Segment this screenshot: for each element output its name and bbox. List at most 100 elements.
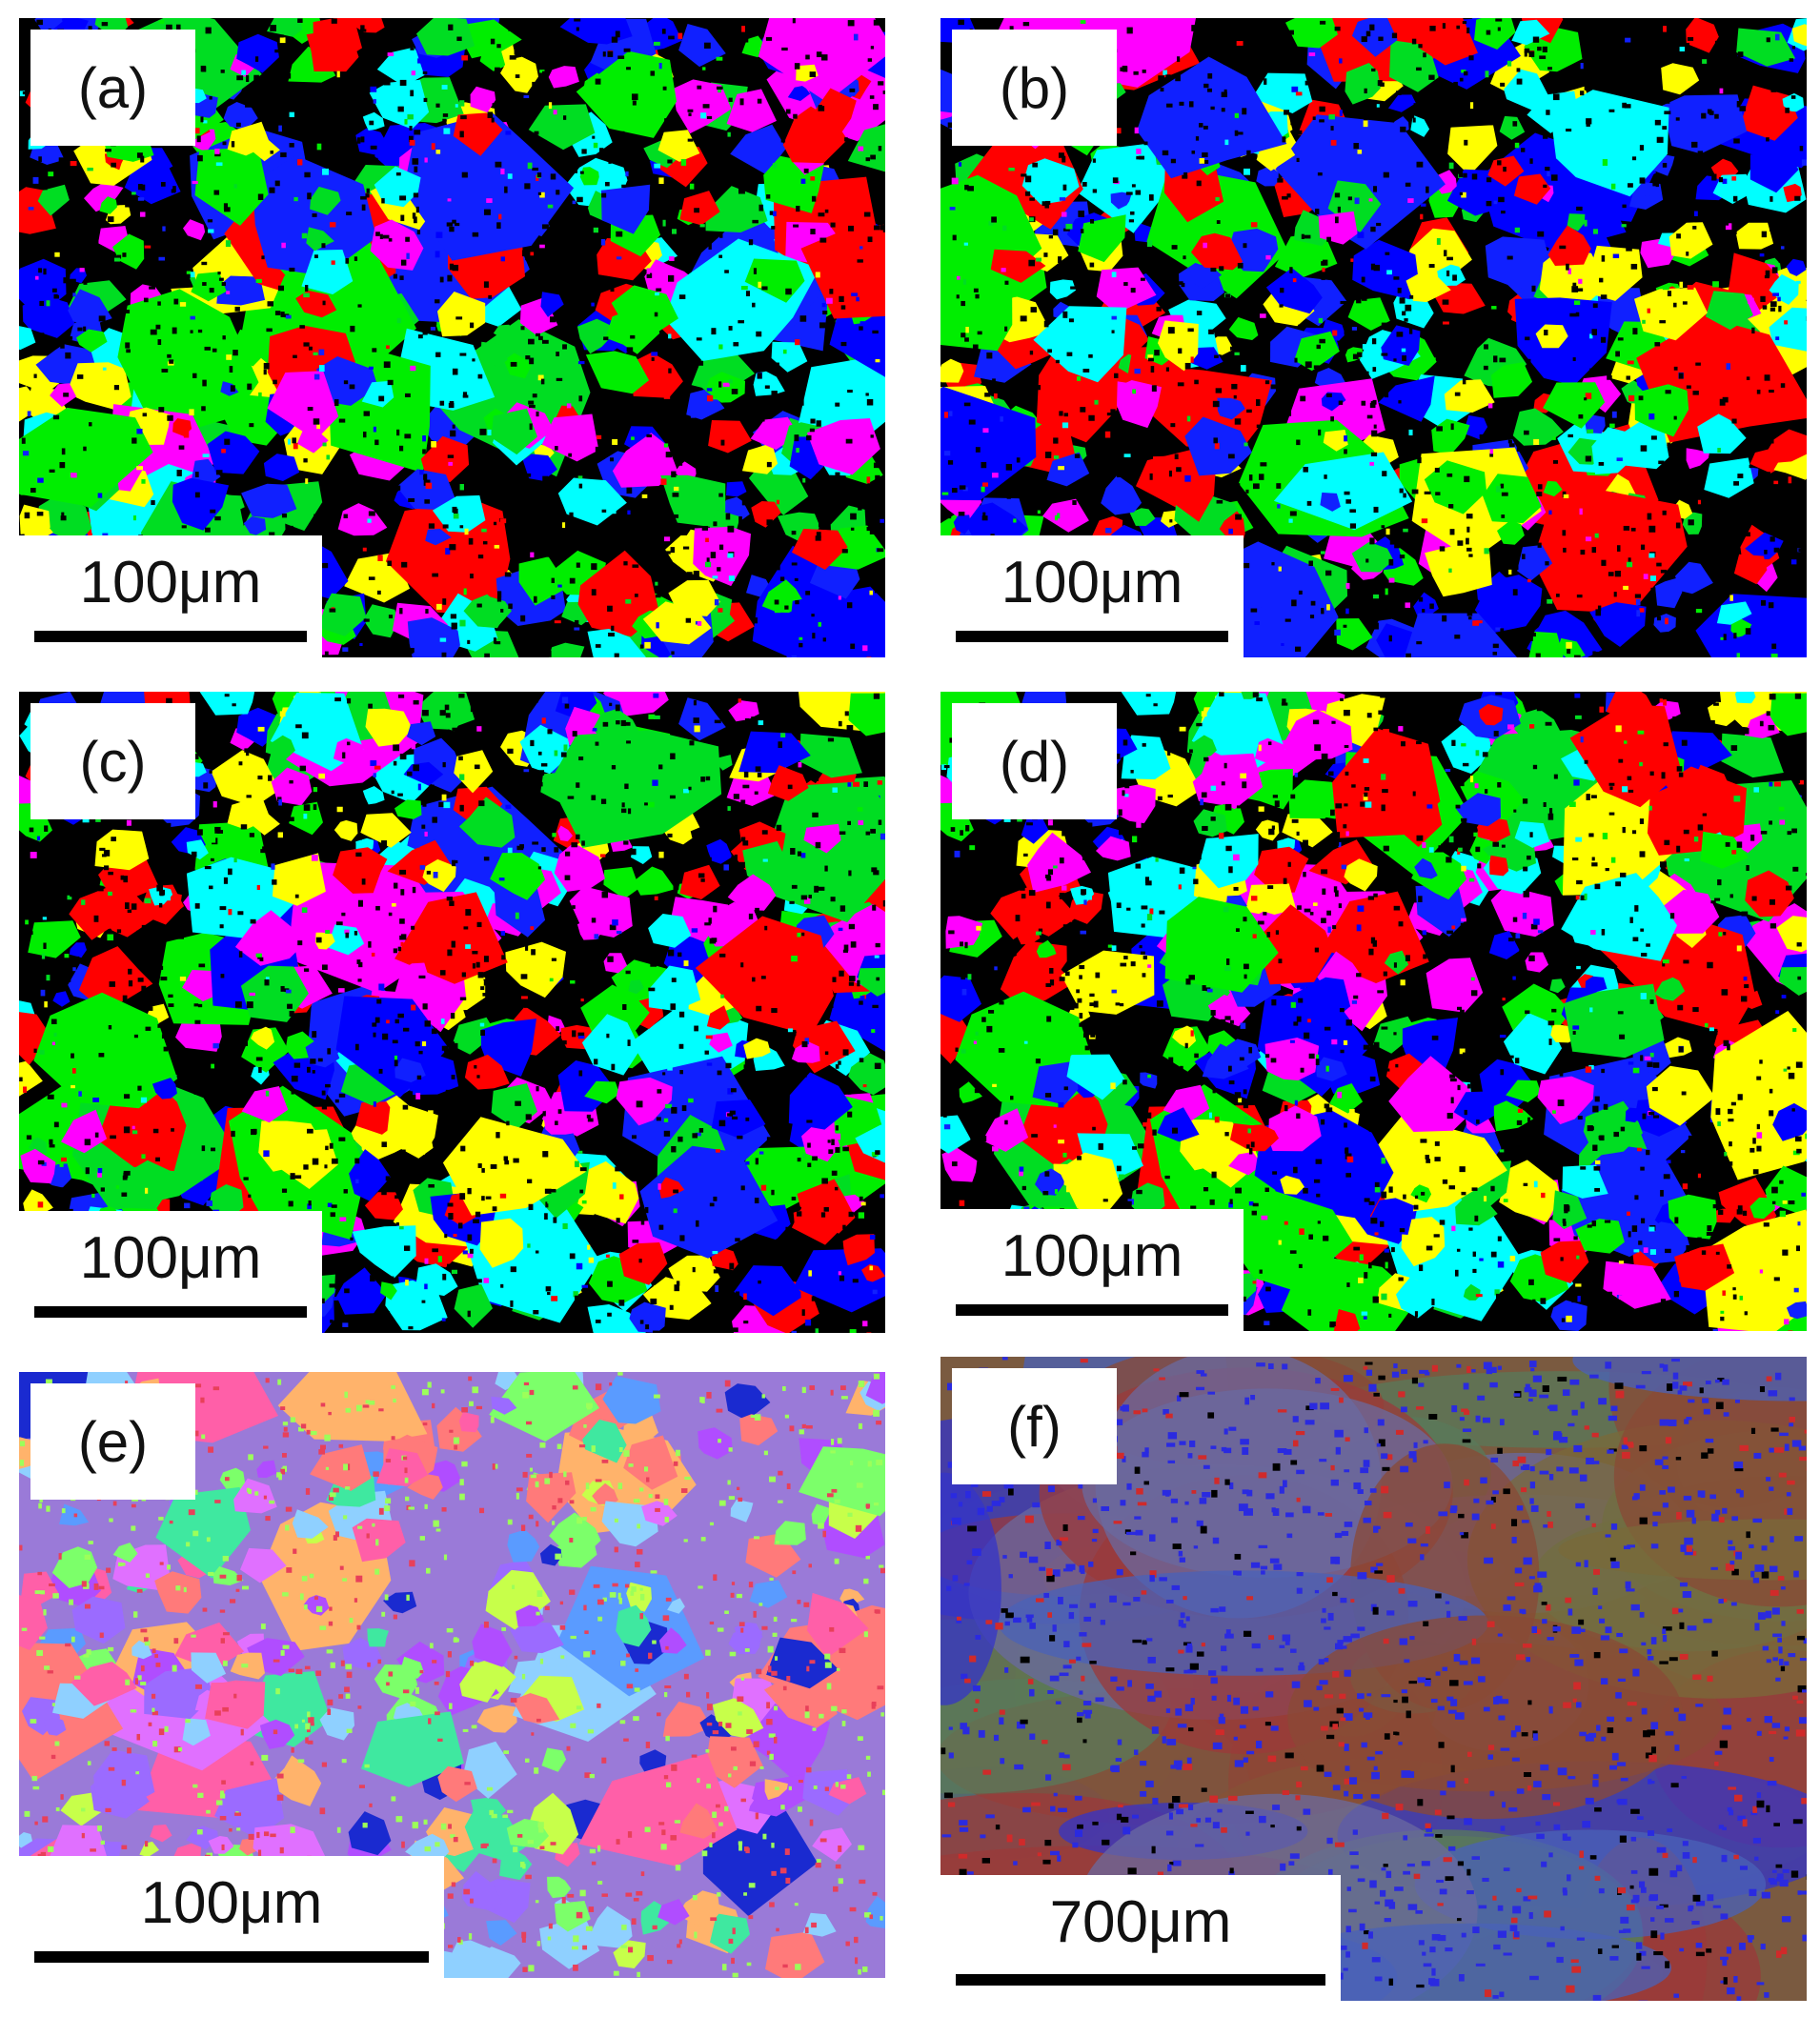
speck [435, 103, 440, 108]
speck [277, 285, 285, 292]
speck [408, 135, 414, 143]
speck [1486, 177, 1492, 183]
speck [1160, 276, 1164, 284]
speck [576, 196, 583, 203]
speck [739, 98, 744, 106]
speck [880, 1194, 885, 1199]
speck [585, 734, 591, 740]
speck [857, 807, 863, 812]
speck [1664, 111, 1671, 115]
speck [1495, 486, 1501, 493]
speck [450, 614, 457, 619]
speck [700, 777, 705, 782]
grain [52, 991, 71, 1007]
speck [964, 337, 969, 342]
speck [1486, 30, 1491, 35]
speck [704, 1050, 709, 1055]
speck [299, 108, 304, 112]
speck [1259, 313, 1266, 318]
speck [197, 329, 203, 333]
speck [172, 327, 177, 334]
speck [745, 1160, 750, 1165]
speck [718, 254, 723, 258]
speck [360, 195, 367, 200]
speck [151, 500, 155, 505]
grain [361, 380, 394, 408]
panel-d: (d) 100μm [940, 692, 1807, 1331]
speck [496, 44, 501, 49]
speck [620, 1113, 624, 1119]
speck [668, 35, 675, 40]
speck [250, 918, 256, 924]
speck [387, 560, 392, 566]
speck [1276, 369, 1281, 376]
speck [579, 1189, 584, 1194]
panel-b: (b) 100μm [940, 18, 1807, 657]
grain [1137, 56, 1287, 179]
speck [28, 64, 33, 70]
speck [610, 457, 614, 462]
speck [683, 1326, 688, 1330]
grain [453, 112, 503, 156]
speck [459, 484, 464, 491]
speck [1279, 226, 1284, 233]
speck [1423, 52, 1426, 58]
speck [500, 1283, 504, 1288]
speck [222, 335, 226, 340]
speck [1778, 305, 1782, 313]
speck [213, 190, 220, 195]
speck [853, 33, 859, 41]
speck [812, 1156, 818, 1161]
speck [396, 317, 402, 324]
speck [137, 978, 144, 982]
grain [310, 186, 341, 215]
speck [498, 465, 506, 470]
speck [1793, 230, 1798, 237]
speck [343, 1189, 348, 1194]
speck [658, 221, 665, 228]
speck [831, 1139, 835, 1145]
speck [847, 1090, 852, 1095]
speck [307, 192, 312, 200]
panel-a: (a) 100μm [19, 18, 885, 657]
speck [1635, 46, 1643, 50]
speck [799, 642, 803, 648]
grain [1046, 452, 1090, 487]
speck [616, 1159, 621, 1164]
speck [626, 67, 631, 71]
speck [126, 195, 132, 202]
speck [1771, 527, 1776, 531]
speck [282, 83, 288, 89]
speck [1409, 294, 1414, 299]
speck [725, 982, 729, 988]
speck [381, 1189, 387, 1196]
speck [331, 18, 337, 24]
speck [1775, 336, 1780, 341]
speck [214, 830, 220, 834]
speck [472, 358, 475, 362]
speck [1147, 357, 1154, 362]
grain [1769, 693, 1807, 736]
speck [1278, 566, 1282, 572]
speck [725, 513, 731, 520]
grain [1634, 287, 1708, 341]
grain [117, 289, 259, 439]
speck [626, 139, 633, 147]
speck [551, 1296, 558, 1301]
speck [1057, 513, 1061, 519]
speck [1296, 130, 1303, 135]
speck [1393, 276, 1400, 280]
speck [609, 702, 613, 707]
speck [477, 1163, 482, 1168]
speck [1345, 499, 1352, 504]
speck [424, 499, 431, 504]
speck [1357, 103, 1362, 108]
speck [432, 321, 437, 326]
speck [863, 212, 871, 217]
speck [1650, 587, 1656, 595]
speck [757, 98, 762, 104]
speck [166, 697, 172, 705]
speck [394, 1059, 398, 1067]
speck [268, 775, 273, 781]
speck [585, 255, 592, 260]
